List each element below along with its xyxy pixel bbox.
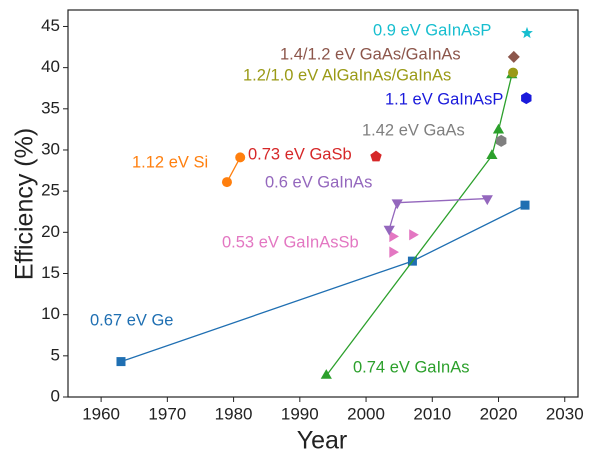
y-tick-label: 10 <box>41 304 60 323</box>
y-tick-label: 0 <box>51 386 60 405</box>
x-tick-label: 2030 <box>546 404 584 423</box>
marker <box>391 199 403 210</box>
marker <box>507 50 520 63</box>
x-tick-label: 1990 <box>281 404 319 423</box>
series-label: 0.67 eV Ge <box>90 311 173 329</box>
series-line <box>388 197 488 230</box>
marker <box>383 225 395 236</box>
series-line <box>120 204 526 363</box>
series-label: 1.4/1.2 eV GaAs/GaInAs <box>280 45 461 63</box>
marker <box>320 369 332 379</box>
marker <box>508 67 519 78</box>
series-label: 1.2/1.0 eV AlGaInAs/GaInAs <box>243 66 451 84</box>
y-tick-label: 25 <box>41 181 60 200</box>
series-label: 0.74 eV GaInAs <box>353 358 470 376</box>
series-label: 1.1 eV GaInAsP <box>385 90 503 108</box>
marker <box>235 152 246 163</box>
marker <box>221 177 232 188</box>
marker <box>521 92 532 105</box>
marker <box>389 246 399 258</box>
series-label: 0.9 eV GaInAsP <box>373 21 491 39</box>
marker <box>520 200 530 210</box>
series-label: 0.73 eV GaSb <box>248 145 352 163</box>
marker <box>486 149 498 159</box>
marker <box>521 26 533 39</box>
x-tick-label: 1980 <box>215 404 253 423</box>
series-label: 0.6 eV GaInAs <box>265 173 372 191</box>
series-line <box>325 74 513 376</box>
marker <box>481 195 493 206</box>
marker <box>116 357 126 367</box>
marker <box>389 230 399 243</box>
x-tick-label: 2000 <box>347 404 385 423</box>
plot-frame <box>67 9 579 398</box>
y-tick-label: 30 <box>41 139 60 158</box>
y-tick-label: 15 <box>41 263 60 282</box>
y-tick-label: 40 <box>41 57 60 76</box>
marker <box>370 150 382 162</box>
y-tick-label: 45 <box>41 16 60 35</box>
marker <box>409 229 419 241</box>
y-tick-label: 35 <box>41 98 60 117</box>
series-label: 0.53 eV GaInAsSb <box>222 233 359 251</box>
marker <box>492 123 505 134</box>
y-tick-label: 5 <box>51 345 60 364</box>
x-tick-label: 2010 <box>413 404 451 423</box>
y-tick-label: 20 <box>41 222 60 241</box>
y-axis-label: Efficiency (%) <box>11 128 39 280</box>
x-tick-label: 1970 <box>148 404 186 423</box>
x-tick-label: 1960 <box>82 404 120 423</box>
x-axis-label: Year <box>297 427 348 455</box>
series-label: 1.42 eV GaAs <box>362 121 465 139</box>
x-tick-label: 2020 <box>480 404 518 423</box>
series-label: 1.12 eV Si <box>132 153 208 171</box>
marker <box>496 134 507 147</box>
